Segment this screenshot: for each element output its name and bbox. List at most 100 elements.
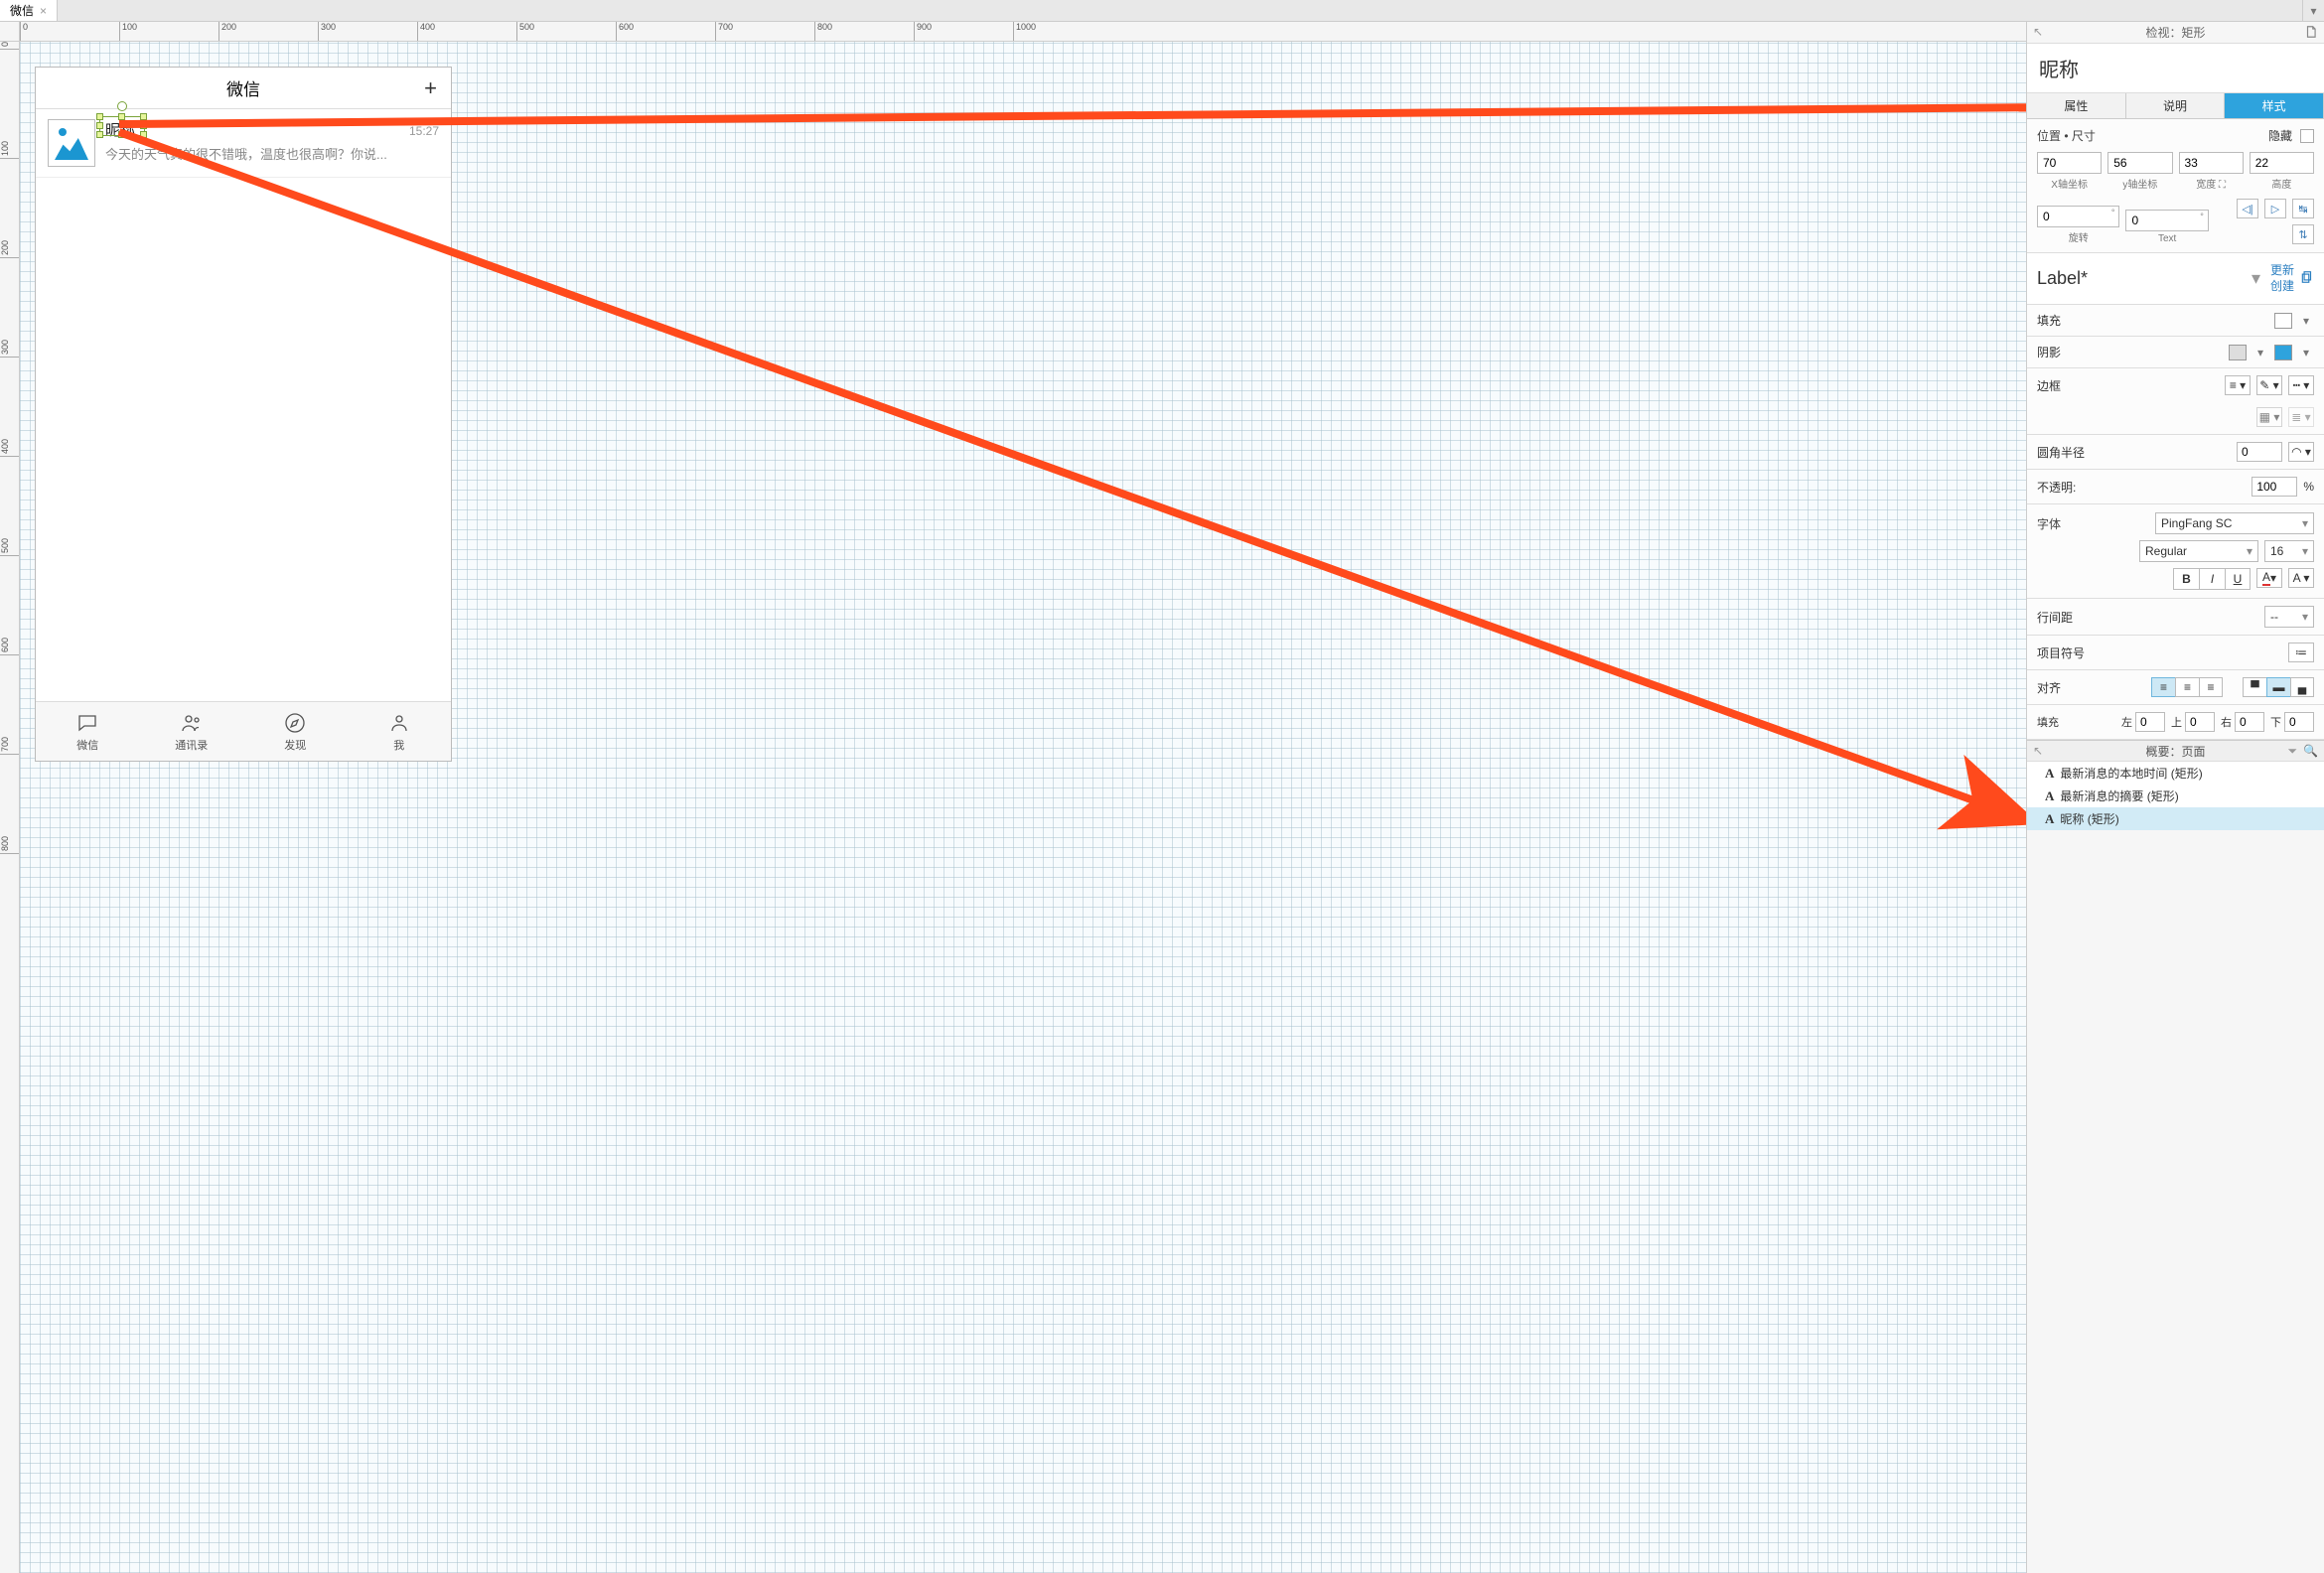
text-color-icon[interactable]: A ▾ bbox=[2256, 568, 2282, 588]
font-size-select[interactable]: 16▾ bbox=[2264, 540, 2314, 562]
page-icon[interactable] bbox=[2304, 25, 2318, 42]
opacity-label: 不透明: bbox=[2037, 479, 2076, 496]
border-color-icon[interactable]: ✎ ▾ bbox=[2256, 375, 2282, 395]
h-caption: 高度 bbox=[2271, 176, 2291, 191]
pad-left-input[interactable] bbox=[2135, 712, 2165, 732]
chat-row[interactable]: 昵称 15:27 今天的天气真的很不错哦，温度也很高啊？你说... bbox=[36, 109, 451, 178]
bullet-label: 项目符号 bbox=[2037, 644, 2085, 661]
section-bullet: 项目符号 ≔ bbox=[2027, 636, 2324, 670]
hide-checkbox[interactable] bbox=[2300, 129, 2314, 143]
fit-width-icon[interactable]: ↹ bbox=[2292, 199, 2314, 218]
border-join-icon[interactable]: ≣ ▾ bbox=[2288, 407, 2314, 427]
text-shape-icon: A bbox=[2045, 788, 2054, 804]
document-tabstrip: 微信 × ▾ bbox=[0, 0, 2324, 22]
flip-h-icon[interactable]: ◁| bbox=[2237, 199, 2258, 218]
align-center-icon[interactable]: ≡ bbox=[2175, 677, 2199, 697]
ruler-corner bbox=[0, 22, 20, 42]
phone-tabbar: 微信 通讯录 发现 我 bbox=[36, 701, 451, 761]
border-style-icon[interactable]: ┅ ▾ bbox=[2288, 375, 2314, 395]
rot-caption: 旋转 bbox=[2069, 229, 2089, 244]
corner-radius-input[interactable] bbox=[2237, 442, 2282, 462]
x-input[interactable] bbox=[2037, 152, 2102, 174]
italic-button[interactable]: I bbox=[2199, 568, 2225, 590]
style-preset-row: Label* ▾ 更新 创建 bbox=[2027, 253, 2324, 305]
tab-style[interactable]: 样式 bbox=[2225, 93, 2324, 118]
valign-top-icon[interactable]: ▀ bbox=[2243, 677, 2266, 697]
fill-dropdown-icon[interactable]: ▾ bbox=[2298, 314, 2314, 328]
inspector-panel: ↖ 检视：矩形 昵称 属性 说明 样式 位置 • 尺寸 隐藏 bbox=[2026, 22, 2324, 1573]
pad-top-input[interactable] bbox=[2185, 712, 2215, 732]
y-input[interactable] bbox=[2107, 152, 2172, 174]
tab-wechat[interactable]: 微信 bbox=[36, 702, 140, 761]
text-shape-icon: A bbox=[2045, 766, 2054, 782]
bullet-icon[interactable]: ≔ bbox=[2288, 643, 2314, 662]
chat-nickname[interactable]: 昵称 bbox=[105, 119, 135, 140]
border-sides-icon[interactable]: ▦ ▾ bbox=[2256, 407, 2282, 427]
tab-me[interactable]: 我 bbox=[348, 702, 452, 761]
rotation-input[interactable] bbox=[2037, 206, 2119, 227]
v-align-group: ▀ ▬ ▄ bbox=[2243, 677, 2314, 697]
outline-item[interactable]: A最新消息的摘要 (矩形) bbox=[2027, 785, 2324, 807]
compass-icon bbox=[283, 711, 307, 735]
inspector-title-prefix: 检视： bbox=[2145, 26, 2181, 40]
valign-bottom-icon[interactable]: ▄ bbox=[2290, 677, 2314, 697]
search-icon[interactable]: 🔍 bbox=[2303, 744, 2318, 759]
valign-middle-icon[interactable]: ▬ bbox=[2266, 677, 2290, 697]
tab-properties[interactable]: 属性 bbox=[2027, 93, 2126, 118]
w-caption: 宽度 bbox=[2196, 180, 2216, 191]
lineheight-label: 行间距 bbox=[2037, 609, 2073, 626]
outline-item[interactable]: A最新消息的本地时间 (矩形) bbox=[2027, 762, 2324, 785]
align-left-icon[interactable]: ≡ bbox=[2151, 677, 2175, 697]
tab-discover[interactable]: 发现 bbox=[243, 702, 348, 761]
style-preset-dropdown-icon[interactable]: ▾ bbox=[2251, 268, 2260, 289]
filter-icon[interactable]: ⏷ bbox=[2287, 744, 2297, 759]
pad-right-input[interactable] bbox=[2235, 712, 2264, 732]
y-caption: y轴坐标 bbox=[2122, 176, 2157, 191]
tab-contacts[interactable]: 通讯录 bbox=[140, 702, 244, 761]
outline-collapse-icon[interactable]: ↖ bbox=[2033, 744, 2043, 758]
document-tab[interactable]: 微信 × bbox=[0, 0, 58, 21]
ruler-horizontal: 01002003004005006007008009001000 bbox=[20, 22, 2026, 42]
copy-style-icon[interactable] bbox=[2300, 268, 2314, 289]
tabstrip-dropdown-icon[interactable]: ▾ bbox=[2302, 0, 2324, 21]
font-weight-select[interactable]: Regular▾ bbox=[2139, 540, 2258, 562]
outline-list: A最新消息的本地时间 (矩形)A最新消息的摘要 (矩形)A昵称 (矩形) bbox=[2027, 762, 2324, 830]
design-canvas[interactable]: 微信 + 昵称 15:27 今天的天气真的很不错哦，温度也很高啊？你说... bbox=[20, 42, 2026, 1573]
align-right-icon[interactable]: ≡ bbox=[2199, 677, 2223, 697]
height-input[interactable] bbox=[2250, 152, 2314, 174]
close-tab-icon[interactable]: × bbox=[40, 4, 47, 18]
opacity-input[interactable] bbox=[2251, 477, 2297, 497]
pad-bottom-input[interactable] bbox=[2284, 712, 2314, 732]
tab-notes[interactable]: 说明 bbox=[2126, 93, 2226, 118]
flip-v-icon[interactable]: ▷ bbox=[2264, 199, 2286, 218]
text-effect-icon[interactable]: A ▾ bbox=[2288, 568, 2314, 588]
bold-button[interactable]: B bbox=[2173, 568, 2199, 590]
shadow-dd2[interactable]: ▾ bbox=[2298, 346, 2314, 359]
font-family-select[interactable]: PingFang SC▾ bbox=[2155, 512, 2314, 534]
outline-item[interactable]: A昵称 (矩形) bbox=[2027, 807, 2324, 830]
fill-color-swatch[interactable] bbox=[2274, 313, 2292, 329]
underline-button[interactable]: U bbox=[2225, 568, 2251, 590]
width-input[interactable] bbox=[2179, 152, 2244, 174]
outline-title: 概要：页面 bbox=[2145, 743, 2205, 760]
fit-height-icon[interactable]: ⇅ bbox=[2292, 224, 2314, 244]
section-lineheight: 行间距 --▾ bbox=[2027, 599, 2324, 636]
preset-create-link[interactable]: 创建 bbox=[2270, 279, 2294, 295]
fill-label: 填充 bbox=[2037, 312, 2061, 329]
lineheight-select[interactable]: --▾ bbox=[2264, 606, 2314, 628]
plus-icon[interactable]: + bbox=[424, 75, 437, 101]
collapse-icon[interactable]: ↖ bbox=[2033, 25, 2043, 39]
inspector-titlebar: ↖ 检视：矩形 bbox=[2027, 22, 2324, 44]
text-rotation-input[interactable] bbox=[2125, 210, 2208, 231]
chat-time: 15:27 bbox=[409, 124, 439, 138]
section-position: 位置 • 尺寸 隐藏 X轴坐标 y轴坐标 宽度 ⛶ 高度 °旋转 °Text ◁… bbox=[2027, 119, 2324, 253]
shadow-dd1[interactable]: ▾ bbox=[2252, 346, 2268, 359]
border-width-icon[interactable]: ≡ ▾ bbox=[2225, 375, 2251, 395]
align-label: 对齐 bbox=[2037, 679, 2061, 696]
corner-preset-icon[interactable]: ◠ ▾ bbox=[2288, 442, 2314, 462]
shadow-swatch[interactable] bbox=[2229, 345, 2247, 360]
phone-header: 微信 + bbox=[36, 68, 451, 109]
opacity-unit: % bbox=[2303, 480, 2314, 494]
preset-update-link[interactable]: 更新 bbox=[2270, 263, 2294, 279]
shadow-color-swatch[interactable] bbox=[2274, 345, 2292, 360]
